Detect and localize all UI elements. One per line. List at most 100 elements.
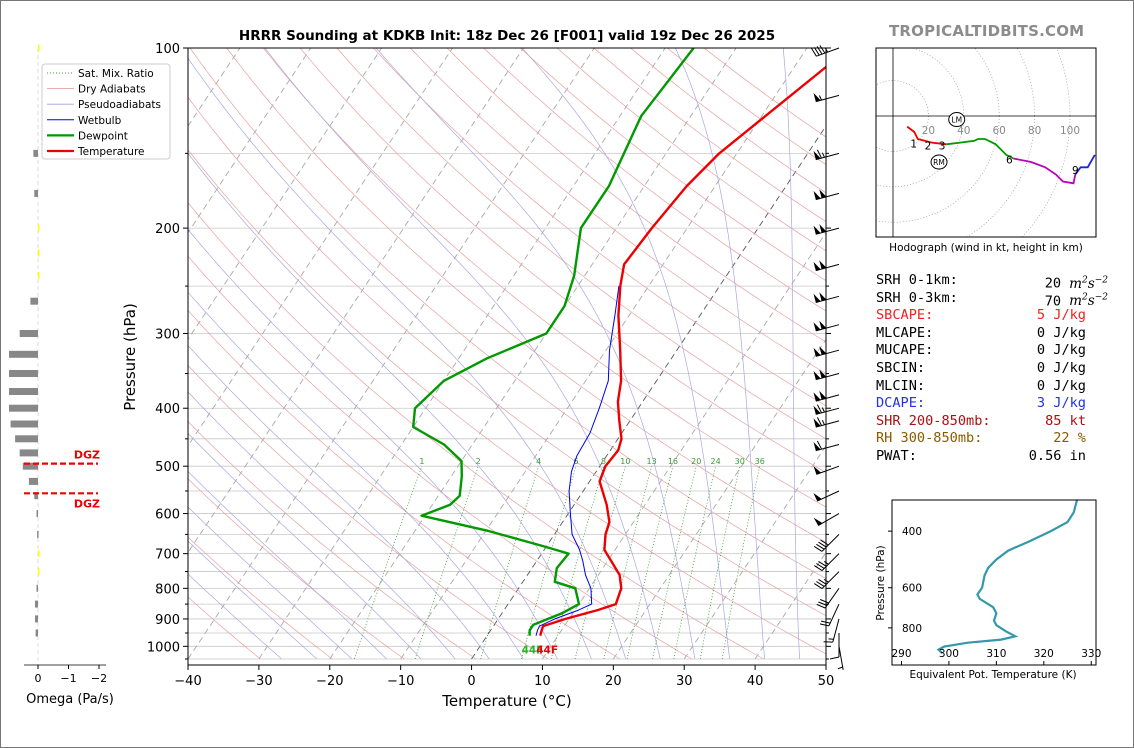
barb-staff — [832, 618, 840, 643]
dry-adiabat — [299, 48, 826, 474]
pseudoadiabat — [375, 48, 696, 660]
parameter-value: 0 J/kg — [1036, 342, 1086, 359]
omega-bar — [22, 462, 39, 470]
dry-adiabat — [188, 536, 333, 660]
pseudoadiabat — [188, 345, 490, 660]
theta-e-y-tick-label: 400 — [902, 526, 922, 538]
skewt-background-lines: 1 2 4 6 8 10 13 16 20 24 30 36 — [188, 48, 826, 660]
barb-pennant — [813, 466, 822, 475]
omega-bar — [9, 350, 38, 358]
barb-half-flag — [821, 407, 825, 413]
omega-bar — [38, 44, 40, 52]
theta-e-line — [936, 500, 1079, 655]
dry-adiabat — [336, 48, 826, 440]
barb-flag — [816, 417, 823, 426]
dry-adiabat — [410, 48, 826, 375]
theta-e-x-tick-label: 320 — [1034, 648, 1054, 660]
parameter-row: RH 300-850mb: 22 % — [876, 430, 1116, 448]
omega-x-axis-label: Omega (Pa/s) — [26, 692, 114, 707]
parameter-label: PWAT: — [876, 447, 917, 464]
x-tick-label: 40 — [747, 674, 764, 689]
y-tick-label: 900 — [155, 613, 180, 628]
x-tick-label: 10 — [534, 674, 551, 689]
temperature-line — [539, 65, 826, 637]
wind-barb — [823, 618, 840, 643]
x-tick-label: −30 — [245, 674, 272, 689]
legend-label: Wetbulb — [78, 115, 122, 127]
barb-half-flag — [823, 560, 829, 565]
mixing-ratio-line — [480, 466, 539, 660]
barb-pennant — [813, 418, 821, 428]
hodograph-ring-label: 20 — [922, 125, 935, 137]
barb-pennant — [819, 224, 827, 233]
barb-flag — [816, 543, 825, 550]
isotherm-line — [258, 48, 666, 660]
dewpoint-line — [412, 48, 695, 636]
hodograph-frame — [875, 47, 1097, 238]
dry-adiabat — [188, 421, 477, 660]
parameter-number: 70 — [1044, 293, 1062, 310]
mixing-ratio-line — [626, 466, 674, 660]
barb-pennant — [819, 189, 827, 199]
wetbulb-line — [535, 286, 620, 636]
isotherm-line — [683, 444, 826, 660]
omega-panel: 0 −1 −2 DGZ DGZ — [9, 44, 107, 685]
pseudoadiabat — [188, 391, 456, 660]
barb-half-flag — [821, 152, 825, 158]
omega-bar — [19, 449, 38, 457]
y-tick-label: 600 — [155, 508, 180, 523]
omega-bar — [36, 584, 38, 592]
dry-adiabat — [483, 48, 826, 312]
hodograph-panel: 20 40 60 80 100 1 2 3 6 9 LM RM — [875, 47, 1097, 238]
mixing-ratio-line — [721, 466, 761, 660]
y-tick-label: 500 — [155, 460, 180, 475]
hodograph-height-label: 3 — [939, 140, 946, 152]
barb-flag — [816, 440, 823, 450]
barb-flag — [811, 48, 817, 57]
hodograph-height-label: 2 — [925, 140, 932, 152]
mixing-ratio-label: 36 — [755, 457, 765, 466]
parameter-value: 0 J/kg — [1036, 359, 1086, 376]
barb-pennant — [813, 190, 821, 200]
parameter-row: MLCAPE: 0 J/kg — [876, 325, 1116, 343]
barb-staff — [815, 349, 840, 357]
theta-e-x-axis-label: Equivalent Pot. Temperature (K) — [909, 669, 1076, 681]
parameter-value: 70 m2s−2 — [1045, 290, 1108, 311]
omega-bar — [35, 629, 38, 637]
barb-pennant — [819, 292, 827, 301]
isotherm-line — [188, 48, 453, 447]
barb-staff — [824, 588, 840, 609]
wind-barb — [814, 571, 840, 590]
wind-barb — [813, 149, 840, 161]
wind-barb — [813, 440, 840, 452]
wind-barb — [816, 588, 840, 609]
parameter-value: 0 J/kg — [1036, 377, 1086, 394]
pseudoadiabat — [188, 152, 592, 660]
omega-bar — [38, 249, 40, 257]
dry-adiabat — [188, 149, 826, 655]
barb-flag — [813, 47, 820, 56]
parameter-unit: m2s−2 — [1069, 292, 1108, 310]
mixing-ratio-label: 16 — [668, 457, 678, 466]
parameter-value: 20 m2s−2 — [1045, 272, 1108, 293]
wind-barb — [813, 369, 840, 381]
omega-bar — [9, 370, 38, 377]
dry-adiabat — [188, 96, 826, 617]
barb-staff — [838, 646, 844, 670]
parameter-label: SHR 200-850mb: — [876, 412, 991, 429]
wind-barb — [813, 417, 840, 428]
isotherm-line — [188, 48, 383, 341]
brand-watermark: TROPICALTIDBITS.COM — [889, 22, 1085, 40]
y-tick-label: 300 — [155, 327, 180, 342]
mixing-ratio-line — [521, 466, 577, 660]
x-tick-label: 50 — [818, 674, 835, 689]
omega-x-tick-label: 0 — [35, 672, 42, 685]
sounding-parameters: SRH 0-1km: 20 m2s−2 SRH 0-3km: 70 m2s−2 SBCAPE… — [876, 272, 1116, 466]
omega-bar — [37, 530, 39, 538]
barb-pennant — [819, 260, 827, 270]
wind-barb — [813, 320, 840, 332]
barb-flag — [818, 601, 828, 606]
parameter-value: 0 J/kg — [1036, 324, 1086, 341]
parameter-label: RH 300-850mb: — [876, 430, 983, 447]
barb-staff — [815, 94, 840, 103]
